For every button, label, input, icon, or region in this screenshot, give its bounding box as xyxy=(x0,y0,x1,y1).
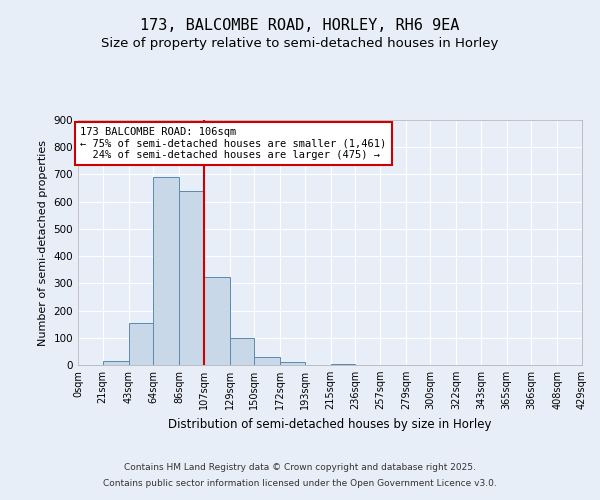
Bar xyxy=(153,177,179,365)
Text: 173, BALCOMBE ROAD, HORLEY, RH6 9EA: 173, BALCOMBE ROAD, HORLEY, RH6 9EA xyxy=(140,18,460,32)
Text: Size of property relative to semi-detached houses in Horley: Size of property relative to semi-detach… xyxy=(101,38,499,51)
Bar xyxy=(128,323,153,365)
Bar xyxy=(204,276,230,365)
Y-axis label: Number of semi-detached properties: Number of semi-detached properties xyxy=(38,140,48,346)
Bar xyxy=(331,364,355,365)
Bar xyxy=(103,361,128,365)
Bar xyxy=(230,338,254,365)
Bar xyxy=(254,357,280,365)
Text: Contains HM Land Registry data © Crown copyright and database right 2025.: Contains HM Land Registry data © Crown c… xyxy=(124,464,476,472)
X-axis label: Distribution of semi-detached houses by size in Horley: Distribution of semi-detached houses by … xyxy=(168,418,492,430)
Bar xyxy=(179,191,204,365)
Text: 173 BALCOMBE ROAD: 106sqm
← 75% of semi-detached houses are smaller (1,461)
  24: 173 BALCOMBE ROAD: 106sqm ← 75% of semi-… xyxy=(80,127,386,160)
Text: Contains public sector information licensed under the Open Government Licence v3: Contains public sector information licen… xyxy=(103,478,497,488)
Bar xyxy=(280,362,305,365)
